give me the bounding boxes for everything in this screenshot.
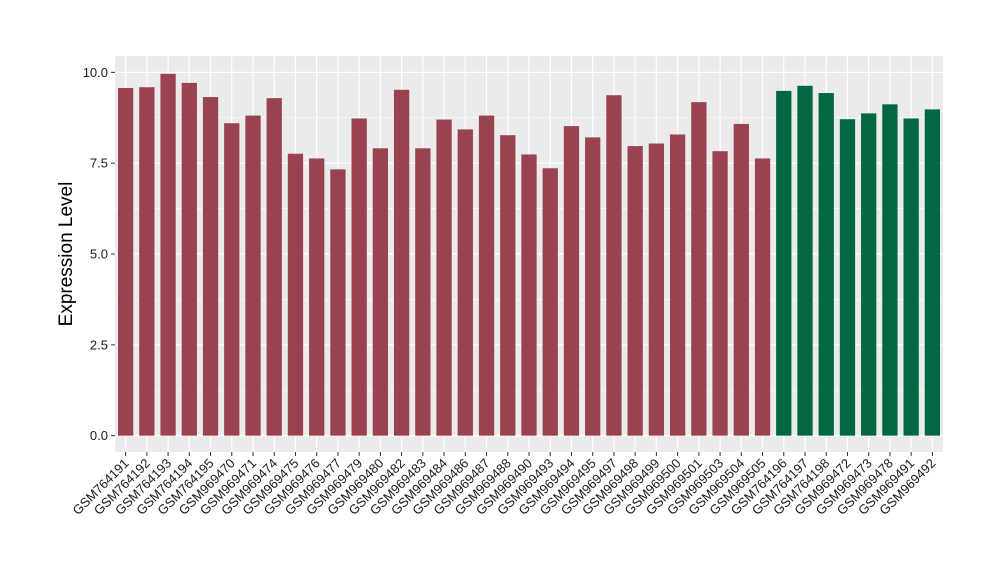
- bar-GSM969487: [478, 115, 495, 436]
- bar-GSM764198: [818, 93, 834, 436]
- bar-GSM969491: [903, 118, 919, 436]
- bar-GSM764196: [776, 90, 792, 436]
- bar-GSM969488: [500, 135, 516, 436]
- bar-GSM969476: [309, 158, 325, 436]
- bar-GSM969480: [372, 148, 389, 436]
- bar-GSM969490: [521, 154, 537, 436]
- bar-GSM969503: [712, 151, 728, 436]
- bar-GSM764195: [202, 97, 219, 436]
- bar-GSM969470: [224, 123, 240, 436]
- bar-GSM969486: [457, 129, 473, 436]
- y-axis: 0.0 2.5 5.0 7.5 10.0: [83, 65, 115, 443]
- bar-GSM764192: [139, 87, 155, 436]
- bar-GSM764193: [160, 73, 176, 436]
- y-tick-label: 2.5: [90, 337, 108, 352]
- bar-GSM969478: [882, 104, 898, 436]
- y-tick-label: 5.0: [90, 247, 108, 262]
- bar-GSM969471: [245, 115, 261, 436]
- bar-GSM969500: [669, 134, 686, 436]
- bar-GSM969492: [924, 109, 941, 436]
- y-tick-label: 10.0: [83, 65, 108, 80]
- bar-GSM969477: [330, 169, 346, 436]
- bar-GSM764191: [117, 87, 134, 436]
- bar-GSM969473: [861, 113, 877, 436]
- x-axis: GSM764191GSM764192GSM764193GSM764194GSM7…: [70, 452, 939, 518]
- y-tick-label: 7.5: [90, 156, 108, 171]
- bar-GSM969494: [563, 126, 580, 436]
- bar-GSM969497: [606, 95, 622, 436]
- y-tick-label: 0.0: [90, 428, 108, 443]
- bar-GSM969498: [627, 146, 643, 436]
- bar-GSM969482: [393, 89, 410, 436]
- bar-GSM969504: [733, 123, 749, 436]
- bar-GSM969474: [266, 98, 282, 436]
- y-axis-title: Expression Level: [56, 182, 77, 327]
- bar-GSM969501: [691, 102, 707, 436]
- bar-GSM764197: [797, 85, 813, 436]
- bar-GSM969479: [351, 118, 367, 436]
- bar-GSM969499: [648, 143, 665, 436]
- bar-GSM764194: [181, 82, 197, 436]
- bar-GSM969484: [436, 119, 452, 436]
- bar-GSM969472: [839, 119, 856, 436]
- bar-GSM969495: [585, 137, 601, 436]
- bar-GSM969505: [754, 158, 771, 436]
- bars: [117, 73, 941, 436]
- bar-GSM969475: [287, 153, 304, 436]
- bar-GSM969483: [415, 148, 431, 436]
- bar-GSM969493: [542, 168, 558, 436]
